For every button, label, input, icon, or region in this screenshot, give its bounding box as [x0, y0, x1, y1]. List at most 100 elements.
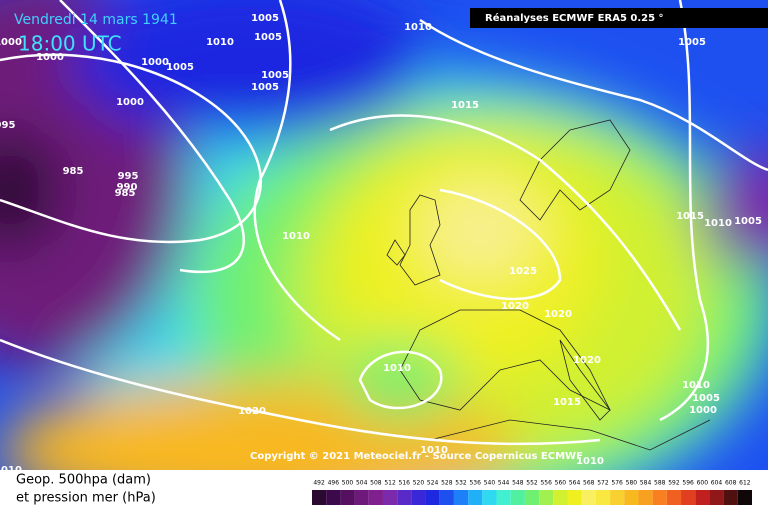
scale-cell [652, 490, 667, 505]
scale-cell [567, 490, 582, 505]
isobar-label: 1005 [734, 216, 762, 227]
isobar-label: 995 [0, 120, 15, 131]
scale-label: 592 [668, 480, 680, 487]
scale-cell [539, 490, 554, 505]
scale-label: 492 [313, 480, 325, 487]
copyright: Copyright © 2021 Meteociel.fr - Source C… [250, 451, 583, 462]
isobar-label: 1010 [576, 456, 604, 467]
scale-label: 544 [498, 480, 510, 487]
scale-label: 604 [711, 480, 723, 487]
scale-cell [354, 490, 369, 505]
scale-label: 596 [682, 480, 694, 487]
isobar-label: 1020 [544, 309, 572, 320]
isobar-label: 1000 [116, 97, 144, 108]
isobar-label: 1005 [251, 82, 279, 93]
scale-cell [709, 490, 724, 505]
scale-label: 496 [328, 480, 340, 487]
scale-cell [681, 490, 696, 505]
scale-cell [411, 490, 426, 505]
isobar-label: 1005 [251, 13, 279, 24]
isobar-label: 1000 [0, 37, 22, 48]
isobar-label: 1015 [676, 211, 704, 222]
isobar-label: 1010 [420, 445, 448, 456]
scale-label: 588 [654, 480, 666, 487]
scale-cell [595, 490, 611, 505]
isobar-label: 1010 [682, 380, 710, 391]
scale-cell [695, 490, 710, 505]
scale-cell [737, 490, 752, 505]
isobar-label: 1015 [451, 100, 479, 111]
isobar-label: 1000 [36, 52, 64, 63]
scale-cell [496, 490, 511, 505]
scale-cell [581, 490, 596, 505]
isobar-label: 1010 [206, 37, 234, 48]
scale-label: 532 [455, 480, 467, 487]
scale-label: 548 [512, 480, 524, 487]
scale-label: 520 [413, 480, 425, 487]
scale-cell [510, 490, 525, 505]
scale-cell [553, 490, 568, 505]
isobar-label: 990 [117, 182, 138, 193]
isobar-label: 995 [118, 171, 139, 182]
scale-cell [610, 490, 625, 505]
isobar-label: 1010 [704, 218, 732, 229]
scale-label: 528 [441, 480, 453, 487]
isobar-label: 1010 [383, 363, 411, 374]
isobar-label: 1010 [404, 22, 432, 33]
scale-label: 556 [540, 480, 552, 487]
scale-cell [482, 490, 497, 505]
isobar-label: 1005 [692, 393, 720, 404]
isobar-label: 1020 [501, 301, 529, 312]
scale-label: 564 [569, 480, 581, 487]
scale-cell [453, 490, 469, 505]
isobar-labels: 1005101010101005100010001000100510051005… [0, 13, 762, 470]
isobar-label: 1010 [282, 231, 310, 242]
scale-cell [368, 490, 383, 505]
scale-label: 584 [640, 480, 652, 487]
scale-label: 568 [583, 480, 595, 487]
scale-cell [312, 490, 327, 505]
isobar-label: 1005 [261, 70, 289, 81]
scale-cell [723, 490, 738, 505]
source: Réanalyses ECMWF ERA5 0.25 ° [485, 12, 664, 24]
isobar-label: 1000 [141, 57, 169, 68]
isobar-label: 1005 [678, 37, 706, 48]
scale-label: 536 [469, 480, 481, 487]
source-box [470, 8, 768, 28]
isobar-label: 1005 [254, 32, 282, 43]
scale-label: 524 [427, 480, 439, 487]
scale-label: 560 [555, 480, 567, 487]
legend-line2: et pression mer (hPa) [16, 491, 156, 506]
scale-cell [638, 490, 653, 505]
scale-label: 508 [370, 480, 382, 487]
legend-line1: Geop. 500hpa (dam) [16, 473, 151, 488]
scale-label: 576 [611, 480, 623, 487]
date: Vendredi 14 mars 1941 [14, 12, 178, 28]
coastlines [386, 119, 711, 451]
scale-cell [326, 490, 341, 505]
isobar-label: 1015 [553, 397, 581, 408]
scale-cell [439, 490, 454, 505]
scale-cell [666, 490, 682, 505]
scale-cell [382, 490, 398, 505]
isobar-label: 985 [63, 166, 84, 177]
scale-cell [397, 490, 412, 505]
isobar-label: 985 [115, 188, 136, 199]
scale-cell [524, 490, 540, 505]
isobar-label: 1020 [238, 406, 266, 417]
scale-label: 516 [399, 480, 411, 487]
scale-cell [624, 490, 639, 505]
isobar-label: 1020 [573, 355, 601, 366]
isobar-label: 1025 [509, 266, 537, 277]
scale-label: 540 [484, 480, 496, 487]
scale-cell [340, 490, 355, 505]
scale-label: 580 [626, 480, 638, 487]
scale-label: 612 [739, 480, 751, 487]
isobar-label: 1000 [689, 405, 717, 416]
scale-label: 552 [526, 480, 538, 487]
scale-cell [425, 490, 440, 505]
scale-label: 572 [597, 480, 609, 487]
